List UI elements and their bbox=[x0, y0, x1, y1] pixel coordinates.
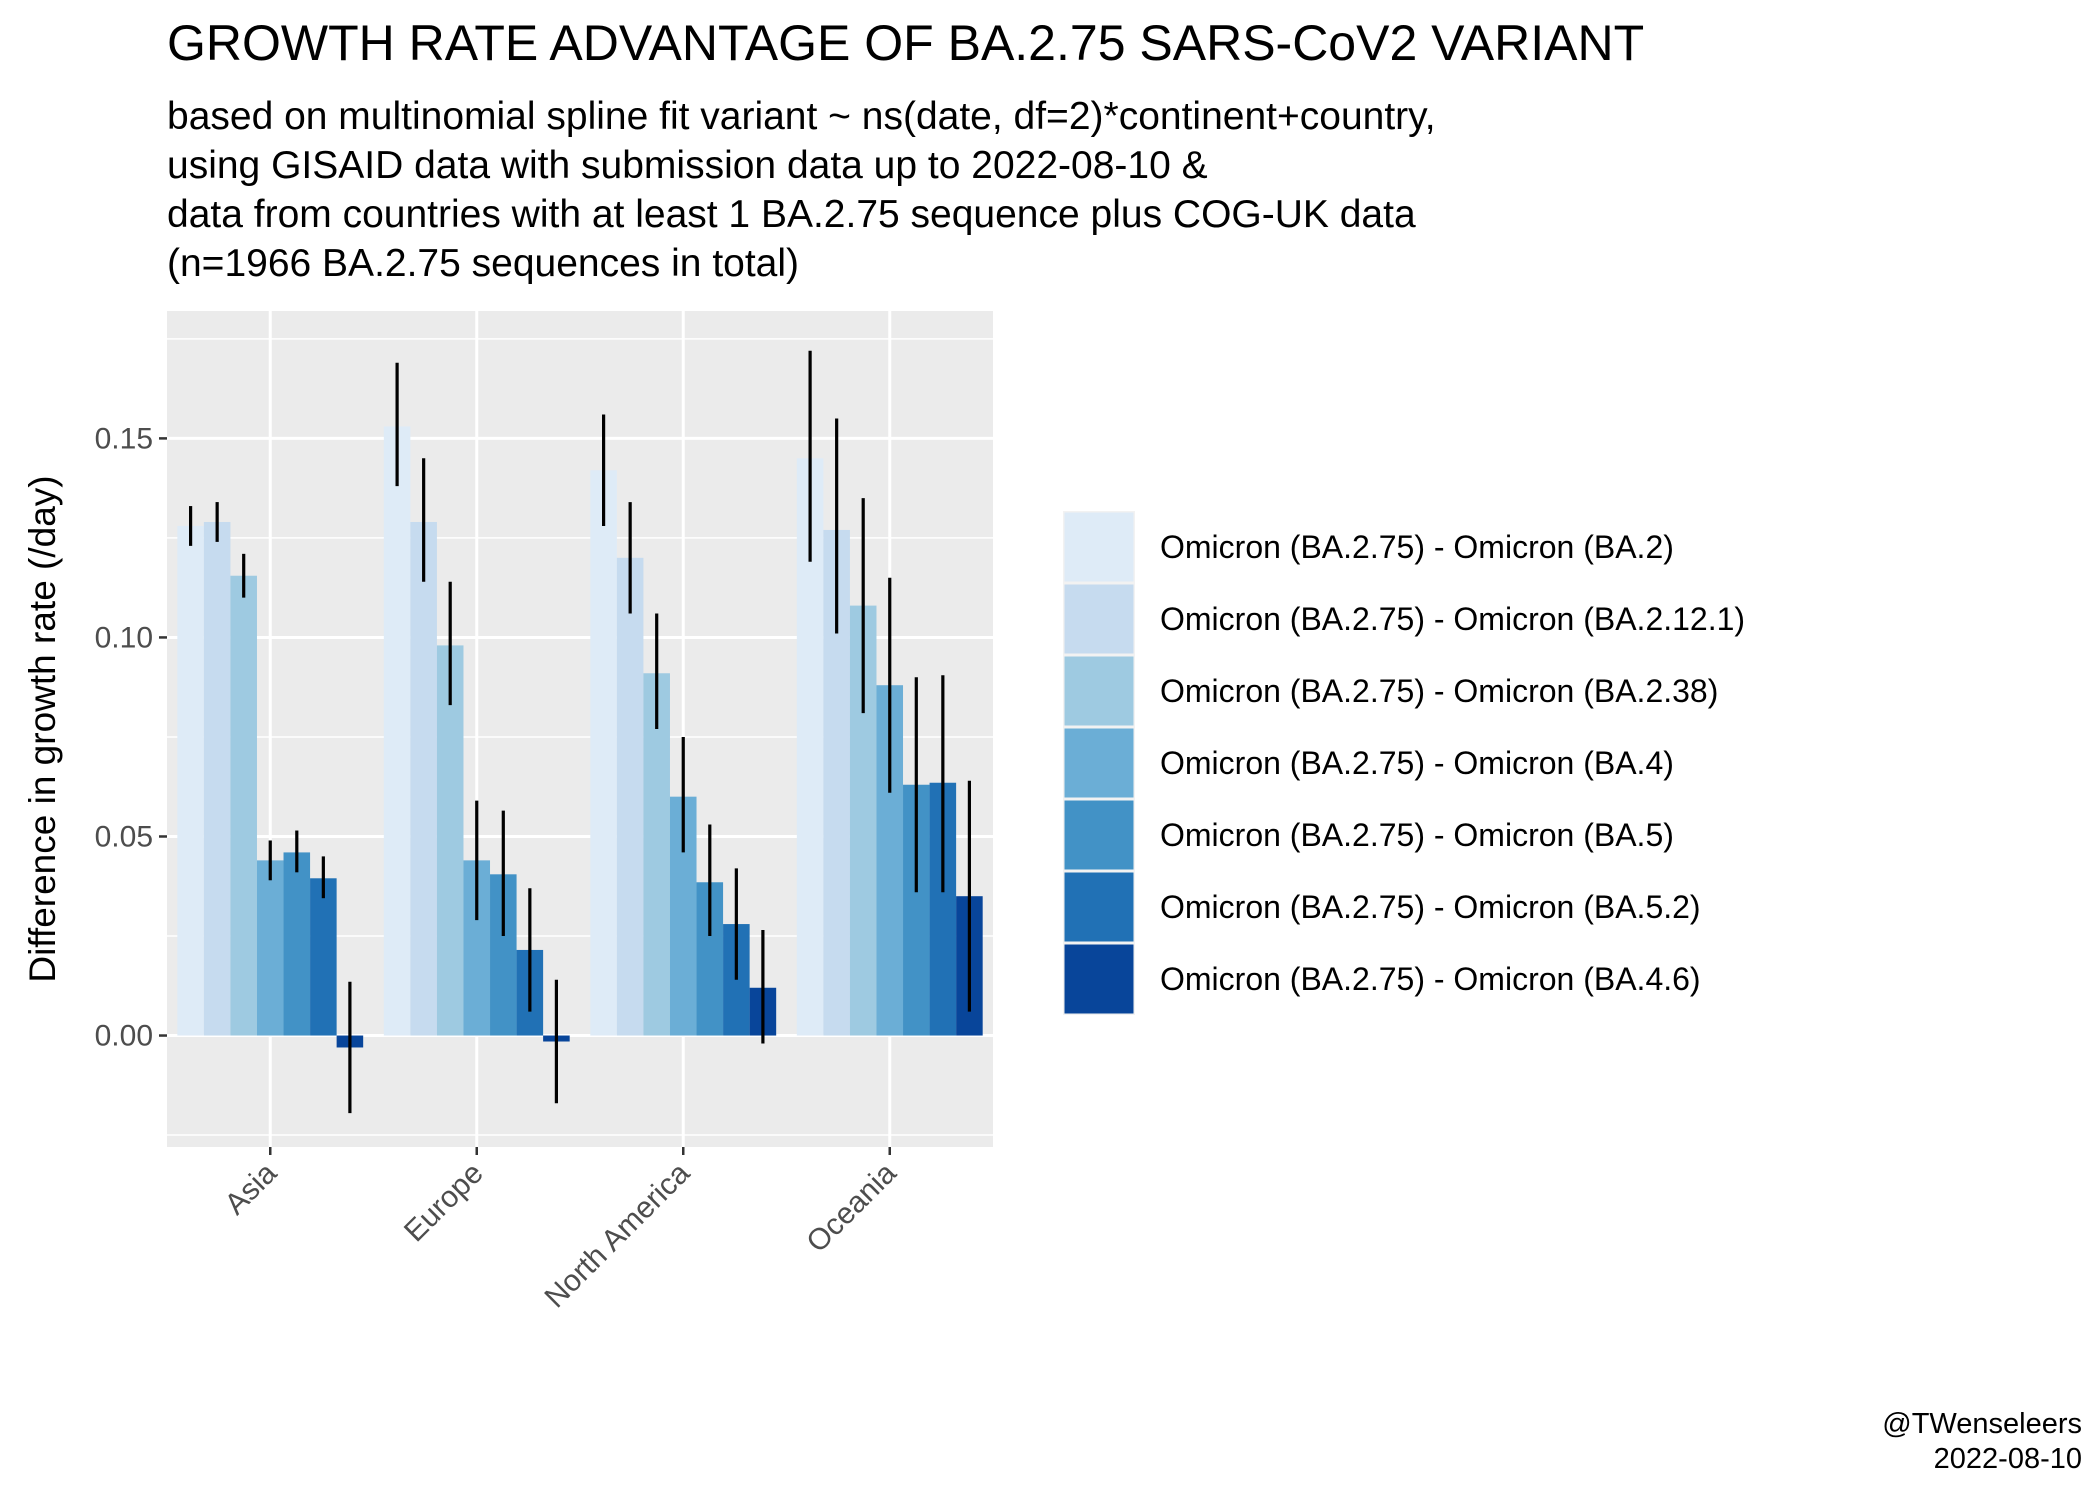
chart-header: GROWTH RATE ADVANTAGE OF BA.2.75 SARS-Co… bbox=[167, 15, 1644, 285]
caption-author: @TWenseleers bbox=[1882, 1408, 2082, 1440]
bar bbox=[177, 525, 204, 1036]
legend-label: Omicron (BA.2.75) - Omicron (BA.4) bbox=[1160, 745, 1674, 781]
bar bbox=[436, 645, 464, 1036]
bar bbox=[283, 852, 311, 1036]
y-tick-label: 0.05 bbox=[95, 820, 153, 853]
y-tick-label: 0.10 bbox=[95, 621, 153, 654]
legend-swatch bbox=[1064, 584, 1134, 654]
bar bbox=[616, 557, 644, 1036]
x-axis: Asia Europe North America Oceania bbox=[219, 1147, 903, 1314]
legend-label: Omicron (BA.2.75) - Omicron (BA.2.12.1) bbox=[1160, 601, 1745, 637]
bar bbox=[383, 426, 411, 1036]
bar bbox=[590, 470, 617, 1036]
legend-swatch bbox=[1064, 728, 1134, 798]
chart-subtitle-line-3: data from countries with at least 1 BA.2… bbox=[167, 193, 1416, 236]
bar bbox=[230, 575, 257, 1036]
caption: @TWenseleers 2022-08-10 bbox=[1882, 1408, 2082, 1475]
x-tick-label: Oceania bbox=[800, 1156, 903, 1259]
caption-date: 2022-08-10 bbox=[1934, 1443, 2082, 1475]
bar bbox=[410, 521, 437, 1036]
legend-label: Omicron (BA.2.75) - Omicron (BA.5) bbox=[1160, 817, 1674, 853]
error-bars bbox=[189, 350, 972, 1114]
bar bbox=[643, 673, 670, 1036]
x-tick-label: North America bbox=[538, 1156, 696, 1314]
legend-label: Omicron (BA.2.75) - Omicron (BA.2.38) bbox=[1160, 673, 1718, 709]
legend: Omicron (BA.2.75) - Omicron (BA.2) Omicro… bbox=[1063, 511, 1745, 1015]
chart-subtitle-line-1: based on multinomial spline fit variant … bbox=[167, 95, 1436, 138]
legend-swatch bbox=[1064, 512, 1134, 582]
legend-swatch bbox=[1064, 656, 1134, 726]
legend-swatch bbox=[1064, 872, 1134, 942]
legend-swatch bbox=[1064, 944, 1134, 1014]
x-tick-label: Europe bbox=[398, 1157, 490, 1249]
x-tick-label: Asia bbox=[219, 1156, 284, 1221]
legend-label: Omicron (BA.2.75) - Omicron (BA.4.6) bbox=[1160, 961, 1701, 997]
legend-label: Omicron (BA.2.75) - Omicron (BA.2) bbox=[1160, 529, 1674, 565]
bar bbox=[203, 521, 231, 1036]
legend-swatch bbox=[1064, 800, 1134, 870]
y-axis: 0.00 0.05 0.10 0.15 bbox=[95, 422, 167, 1053]
y-tick-label: 0.00 bbox=[95, 1020, 153, 1053]
bars bbox=[177, 426, 983, 1048]
chart-subtitle-line-2: using GISAID data with submission data u… bbox=[167, 144, 1208, 187]
bar bbox=[256, 860, 284, 1036]
y-tick-label: 0.15 bbox=[95, 422, 153, 455]
chart-title: GROWTH RATE ADVANTAGE OF BA.2.75 SARS-Co… bbox=[167, 15, 1644, 71]
chart-subtitle-line-4: (n=1966 BA.2.75 sequences in total) bbox=[167, 242, 799, 285]
y-axis-title: Difference in growth rate (/day) bbox=[22, 475, 63, 982]
legend-label: Omicron (BA.2.75) - Omicron (BA.5.2) bbox=[1160, 889, 1701, 925]
bar bbox=[310, 878, 337, 1036]
